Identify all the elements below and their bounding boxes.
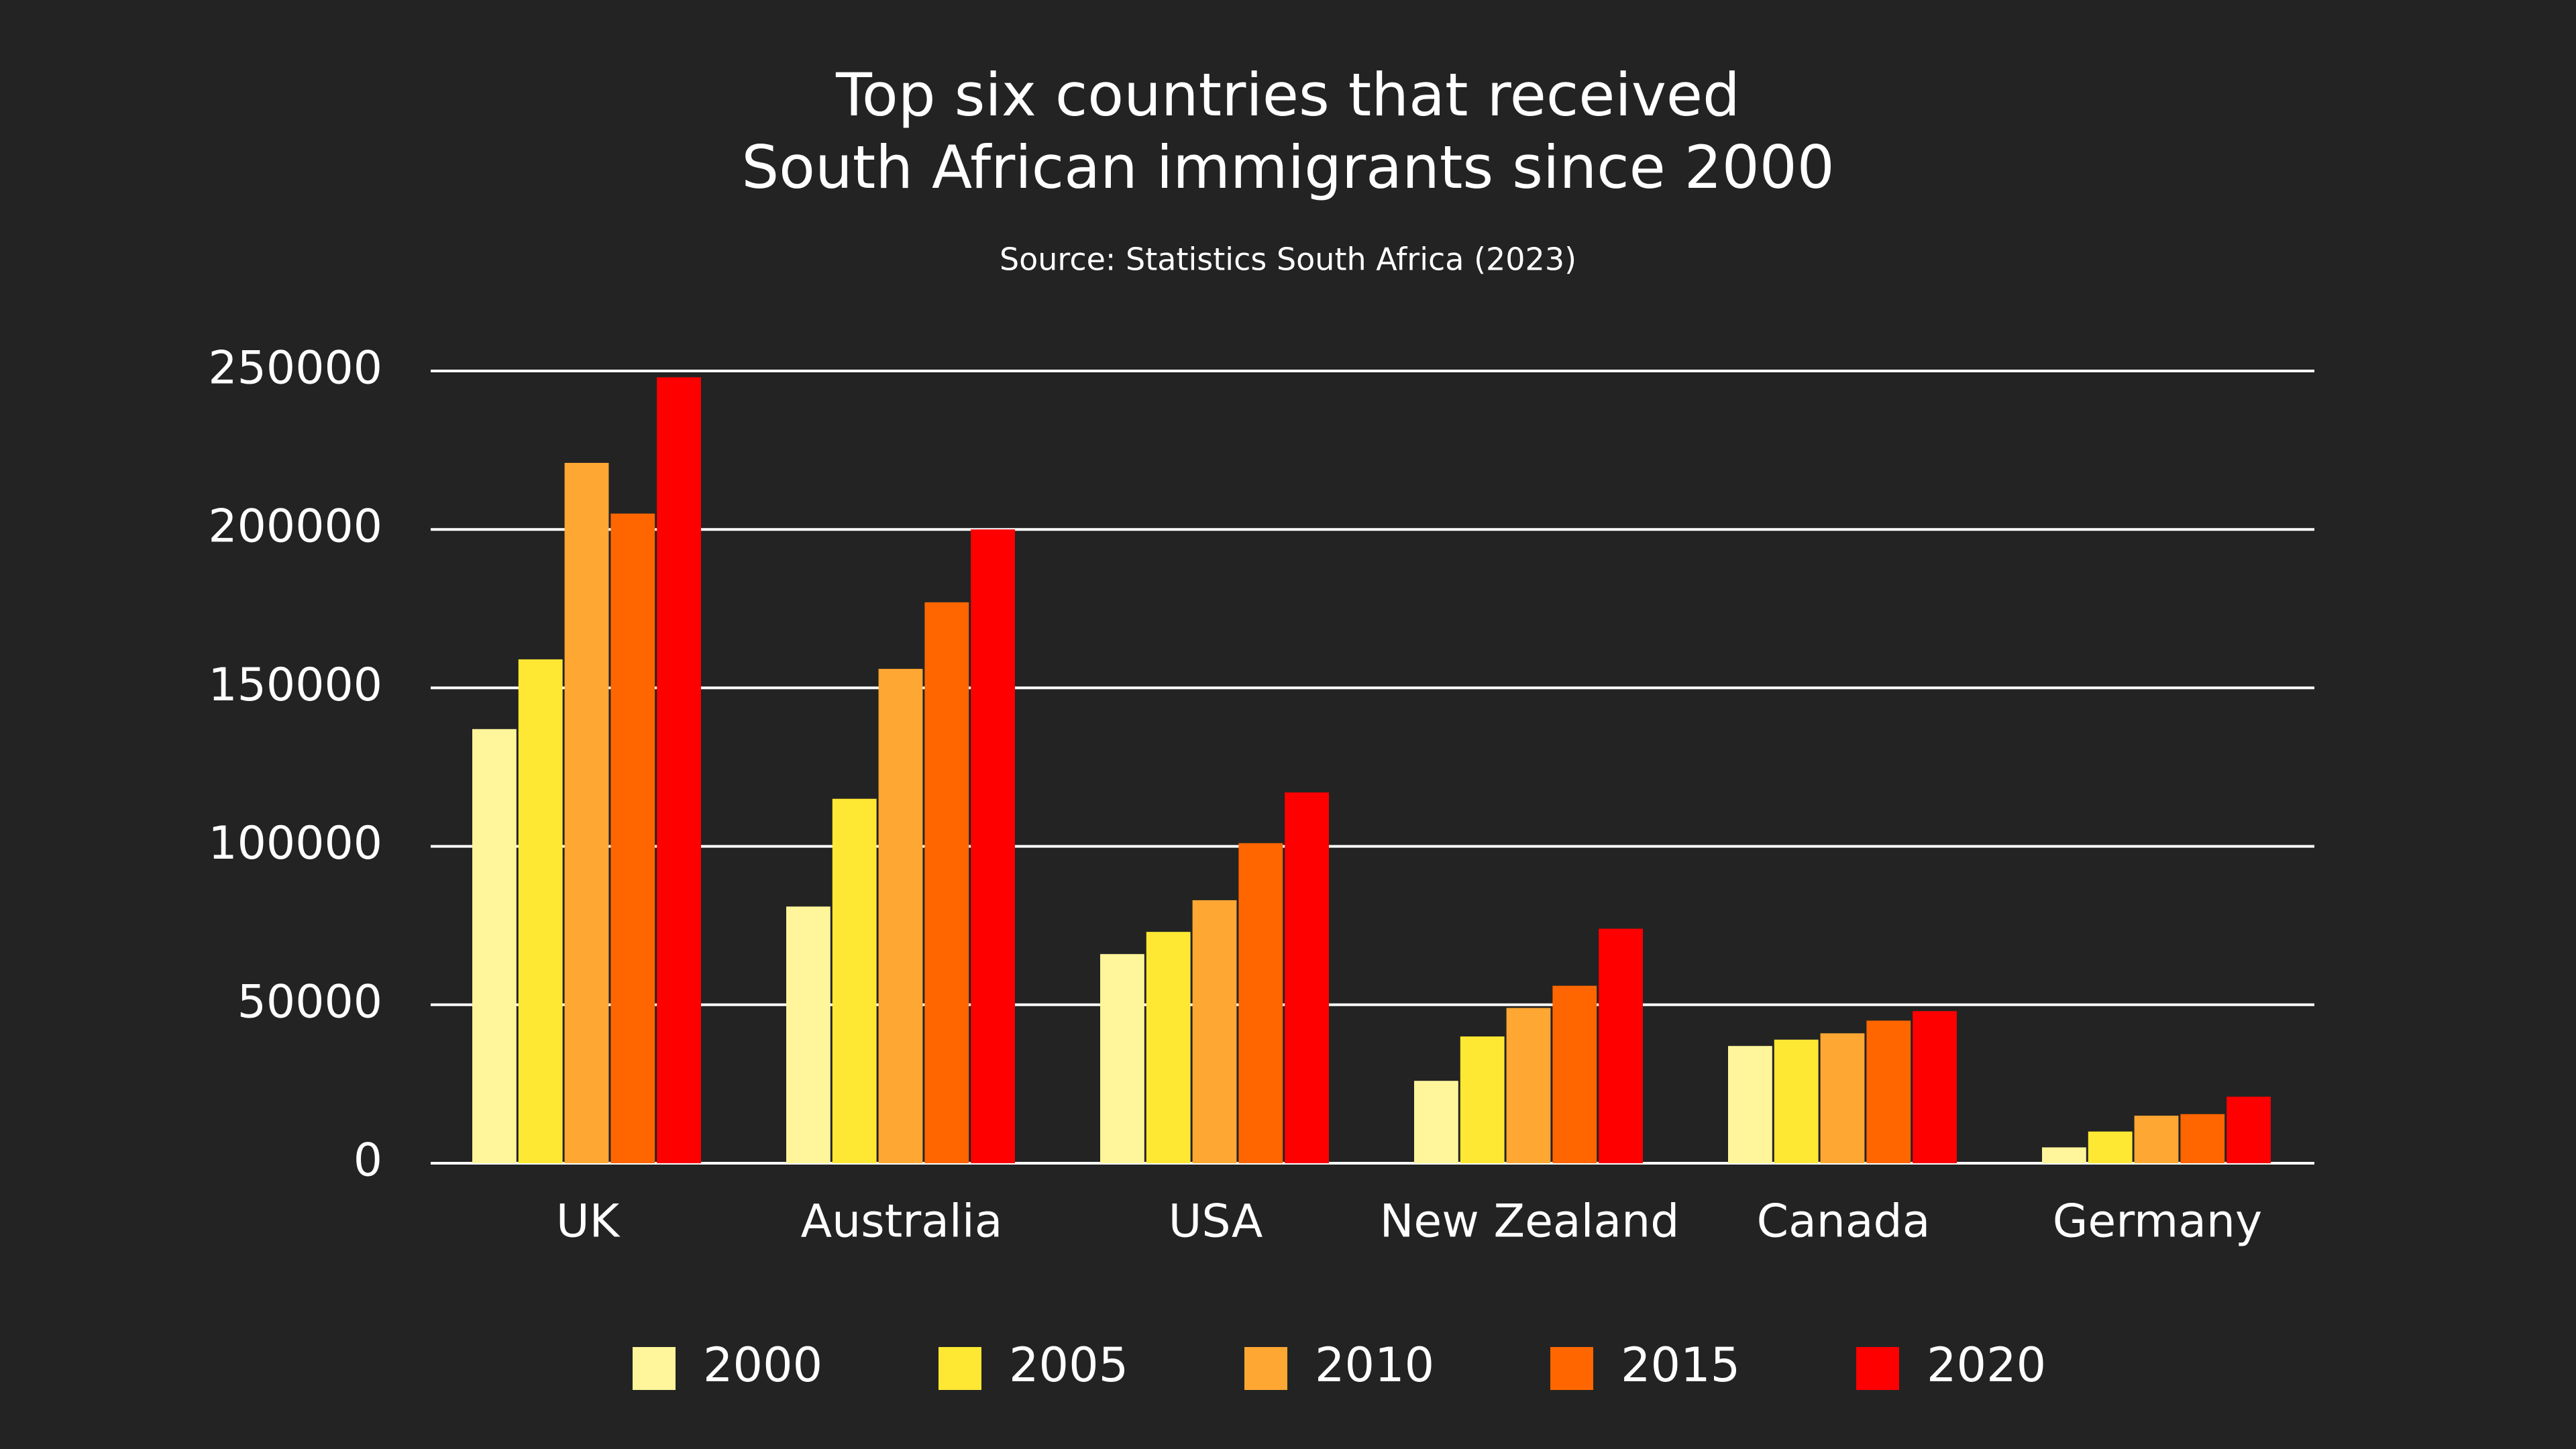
bar	[472, 729, 517, 1163]
chart-title: South African immigrants since 2000	[741, 133, 1834, 202]
legend-swatch	[938, 1347, 981, 1390]
legend-label: 2005	[1009, 1338, 1128, 1393]
legend-label: 2015	[1621, 1338, 1740, 1393]
x-tick-label: USA	[1169, 1195, 1263, 1248]
bar	[1506, 1008, 1551, 1163]
chart-subtitle: Source: Statistics South Africa (2023)	[1000, 241, 1576, 278]
y-tick-label: 50000	[237, 975, 382, 1028]
legend-swatch	[633, 1347, 676, 1390]
bar	[878, 669, 923, 1163]
bar	[1820, 1033, 1865, 1163]
bar	[832, 798, 877, 1163]
bar	[1460, 1036, 1505, 1163]
x-tick-label: Australia	[801, 1195, 1003, 1248]
legend-label: 2000	[703, 1338, 822, 1393]
bar	[1599, 928, 1643, 1163]
bar	[610, 513, 655, 1163]
bar	[1285, 792, 1329, 1163]
bar	[2134, 1116, 2179, 1163]
bar	[971, 529, 1015, 1163]
legend-swatch	[1856, 1347, 1899, 1390]
legend-swatch	[1244, 1347, 1287, 1390]
bar	[518, 659, 563, 1163]
bar	[2088, 1131, 2133, 1163]
bar	[1414, 1081, 1458, 1163]
bar	[1866, 1020, 1911, 1163]
bar	[2042, 1147, 2086, 1163]
bar	[2180, 1114, 2225, 1163]
y-tick-label: 150000	[208, 659, 382, 712]
chart-title: Top six countries that received	[835, 60, 1740, 129]
x-tick-label: New Zealand	[1380, 1195, 1680, 1248]
legend-label: 2010	[1315, 1338, 1434, 1393]
bar	[1728, 1046, 1772, 1163]
bar	[1100, 954, 1144, 1163]
y-tick-label: 250000	[208, 342, 382, 395]
y-tick-label: 100000	[208, 817, 382, 870]
legend-label: 2020	[1927, 1338, 2046, 1393]
bar	[2226, 1096, 2271, 1163]
bar	[786, 906, 830, 1163]
y-tick-label: 0	[354, 1134, 382, 1187]
x-tick-label: Canada	[1757, 1195, 1931, 1248]
y-tick-label: 200000	[208, 500, 382, 553]
bar	[1238, 843, 1283, 1163]
bar	[1552, 985, 1597, 1163]
bar	[1146, 932, 1191, 1163]
bar	[1192, 900, 1237, 1163]
legend-swatch	[1550, 1347, 1593, 1390]
bar	[564, 462, 609, 1163]
x-tick-label: UK	[556, 1195, 621, 1248]
x-tick-label: Germany	[2053, 1195, 2263, 1248]
bar	[1774, 1039, 1819, 1163]
bar	[1913, 1011, 1957, 1163]
bar	[657, 377, 701, 1163]
bar	[924, 602, 969, 1163]
